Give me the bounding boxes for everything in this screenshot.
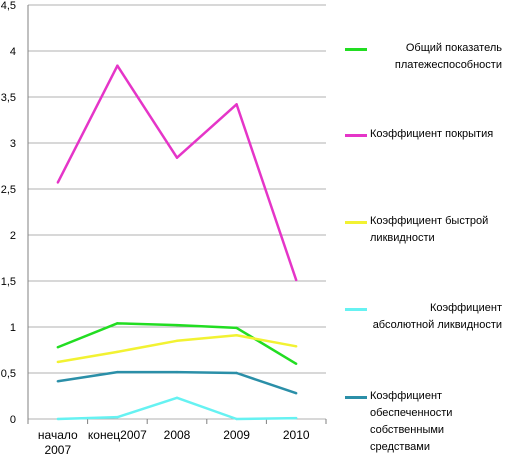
legend-item: Коэффициент быстрой ликвидности [340, 213, 506, 253]
y-tick-label: 2 [10, 230, 16, 242]
y-tick-label: 0 [10, 414, 16, 426]
series-1-point [175, 323, 179, 327]
series-4-point [116, 415, 119, 419]
series-2-point [56, 181, 59, 184]
x-tick-label: 2009 [223, 428, 250, 442]
legend-item: Коэффициент покрытия [340, 126, 506, 166]
series-4-point [175, 396, 179, 400]
x-tick-label: 2008 [164, 428, 191, 442]
series-3-point [116, 350, 119, 354]
legend-label: Коэффициент обеспеченности собственными … [370, 390, 453, 453]
y-tick-label: 1 [10, 322, 16, 334]
y-tick-label: 1,5 [1, 276, 16, 288]
legend-swatch [345, 308, 367, 311]
series-1-point [56, 346, 59, 349]
series-1-point [235, 326, 238, 330]
series-5-point [116, 370, 119, 374]
legend-item: Общий показатель платежеспособности [340, 40, 506, 80]
legend-label: Коэффициент покрытия [370, 128, 494, 140]
series-1-point [116, 322, 119, 325]
series-3-line [57, 334, 297, 364]
series-3-point [235, 334, 238, 337]
legend-label: Коэффициент быстрой ликвидности [370, 215, 489, 244]
legend-swatch [345, 48, 367, 51]
legend-item: Коэффициент абсолютной ликвидности [340, 300, 506, 340]
series-5-point [295, 392, 298, 395]
chart-legend: Общий показатель платежеспособности Коэфф… [340, 0, 506, 456]
legend-label: Коэффициент абсолютной ликвидности [372, 302, 502, 331]
y-tick-label: 3 [10, 138, 16, 150]
series-2-point [175, 156, 179, 159]
series-3-point [295, 345, 298, 348]
x-tick-label: конец2007 [88, 428, 147, 442]
legend-swatch [345, 134, 367, 137]
legend-item: Коэффициент обеспеченности собственными … [340, 388, 506, 453]
series-2-line [56, 64, 298, 281]
series-4-point [295, 416, 298, 420]
y-tick-label: 4 [10, 46, 16, 58]
series-5-point [235, 371, 238, 375]
series-2-point [116, 64, 119, 67]
line-chart: 0 0,5 1 1,5 2 2,5 3 3,5 4 4,5 начало 2007 конец2007 2… [1, 0, 327, 456]
series-2-point [235, 103, 238, 106]
series-4-line [57, 396, 297, 421]
series-4-point [235, 417, 238, 421]
y-tick-label: 2,5 [1, 184, 16, 196]
series-5-line [57, 370, 297, 395]
series-1-point [295, 362, 298, 365]
series-4-point [56, 417, 59, 421]
series-5-point [175, 370, 179, 374]
legend-label: Общий показатель платежеспособности [394, 42, 502, 71]
series-5-point [56, 380, 59, 383]
legend-swatch [345, 396, 367, 399]
legend-swatch [345, 221, 367, 224]
y-tick-label: 0,5 [1, 368, 16, 380]
x-tick-label: начало 2007 [38, 428, 78, 456]
series-3-point [175, 339, 179, 342]
y-tick-label: 4,5 [1, 0, 16, 12]
y-tick-label: 3,5 [1, 92, 16, 104]
series-2-point [295, 278, 298, 282]
series-1-line [57, 322, 297, 365]
series-3-point [56, 360, 59, 364]
x-tick-label: 2010 [283, 428, 310, 442]
